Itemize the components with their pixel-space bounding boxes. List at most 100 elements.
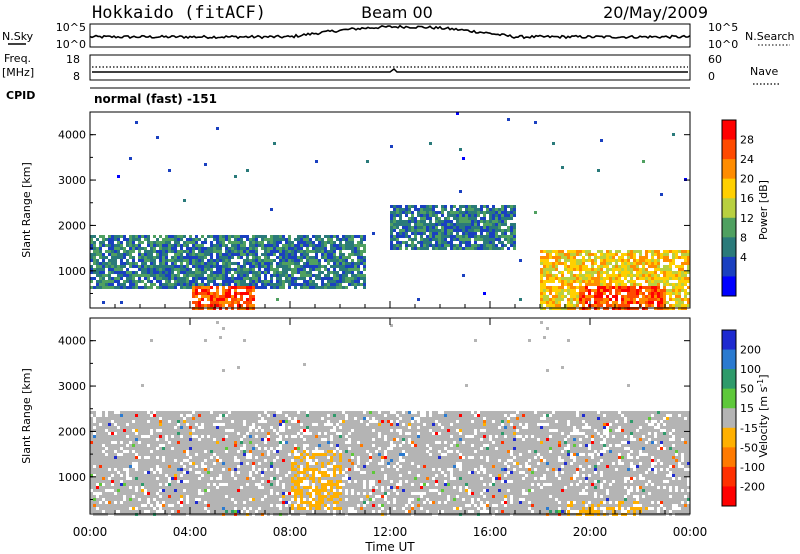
heatmap-cell bbox=[252, 510, 255, 513]
heatmap-cell bbox=[156, 253, 159, 256]
heatmap-cell bbox=[285, 486, 288, 489]
heatmap-cell bbox=[576, 280, 579, 283]
heatmap-cell bbox=[663, 301, 666, 304]
heatmap-cell bbox=[663, 250, 666, 253]
heatmap-cell bbox=[162, 259, 165, 262]
heatmap-cell bbox=[222, 411, 225, 414]
heatmap-cell bbox=[111, 438, 114, 441]
heatmap-cell bbox=[186, 504, 189, 507]
heatmap-cell bbox=[174, 441, 177, 444]
heatmap-cell bbox=[228, 253, 231, 256]
heatmap-cell bbox=[90, 423, 93, 426]
heatmap-cell bbox=[183, 259, 186, 262]
heatmap-cell bbox=[240, 420, 243, 423]
heatmap-cell bbox=[186, 283, 189, 286]
heatmap-cell bbox=[333, 244, 336, 247]
heatmap-cell bbox=[225, 453, 228, 456]
heatmap-cell bbox=[168, 429, 171, 432]
heatmap-cell bbox=[222, 295, 225, 298]
heatmap-cell bbox=[120, 486, 123, 489]
y-tick-label: 4000 bbox=[58, 129, 86, 142]
heatmap-cell bbox=[498, 223, 501, 226]
heatmap-cell bbox=[132, 280, 135, 283]
heatmap-cell bbox=[264, 265, 267, 268]
heatmap-cell bbox=[216, 420, 219, 423]
heatmap-cell bbox=[213, 447, 216, 450]
heatmap-cell bbox=[315, 238, 318, 241]
heatmap-cell bbox=[288, 259, 291, 262]
heatmap-cell bbox=[258, 268, 261, 271]
heatmap-cell bbox=[285, 477, 288, 480]
heatmap-cell bbox=[549, 301, 552, 304]
heatmap-cell bbox=[114, 259, 117, 262]
heatmap-cell bbox=[192, 504, 195, 507]
heatmap-cell bbox=[603, 298, 606, 301]
heatmap-cell bbox=[252, 474, 255, 477]
heatmap-cell bbox=[597, 283, 600, 286]
heatmap-cell bbox=[552, 262, 555, 265]
heatmap-cell bbox=[408, 244, 411, 247]
heatmap-cell bbox=[492, 235, 495, 238]
heatmap-cell bbox=[234, 235, 237, 238]
heatmap-cell bbox=[357, 283, 360, 286]
heatmap-cell bbox=[507, 247, 510, 250]
heatmap-cell bbox=[540, 256, 543, 259]
heatmap-cell bbox=[276, 507, 279, 510]
freq-strip-frame bbox=[89, 54, 691, 81]
heatmap-cell bbox=[201, 510, 204, 513]
heatmap-cell bbox=[144, 477, 147, 480]
heatmap-cell bbox=[420, 226, 423, 229]
heatmap-cell bbox=[129, 157, 132, 160]
heatmap-cell bbox=[657, 286, 660, 289]
heatmap-cell bbox=[228, 247, 231, 250]
heatmap-cell bbox=[450, 226, 453, 229]
heatmap-cell bbox=[657, 250, 660, 253]
heatmap-cell bbox=[312, 244, 315, 247]
heatmap-cell bbox=[420, 214, 423, 217]
heatmap-cell bbox=[105, 471, 108, 474]
heatmap-cell bbox=[240, 435, 243, 438]
heatmap-cell bbox=[288, 235, 291, 238]
heatmap-cell bbox=[249, 504, 252, 507]
heatmap-cell bbox=[660, 292, 663, 295]
heatmap-cell bbox=[108, 253, 111, 256]
heatmap-cell bbox=[120, 262, 123, 265]
heatmap-cell bbox=[456, 235, 459, 238]
heatmap-cell bbox=[93, 423, 96, 426]
heatmap-cell bbox=[552, 280, 555, 283]
heatmap-cell bbox=[483, 238, 486, 241]
heatmap-cell bbox=[330, 256, 333, 259]
heatmap-cell bbox=[657, 304, 660, 307]
heatmap-cell bbox=[498, 238, 501, 241]
heatmap-cell bbox=[222, 327, 225, 330]
heatmap-cell bbox=[189, 486, 192, 489]
nsearch-tick-top: 10^5 bbox=[708, 21, 738, 34]
heatmap-cell bbox=[99, 420, 102, 423]
heatmap-cell bbox=[258, 489, 261, 492]
heatmap-cell bbox=[189, 495, 192, 498]
heatmap-cell bbox=[135, 271, 138, 274]
heatmap-cell bbox=[276, 423, 279, 426]
heatmap-cell bbox=[309, 250, 312, 253]
heatmap-cell bbox=[645, 262, 648, 265]
heatmap-cell bbox=[258, 495, 261, 498]
heatmap-cell bbox=[303, 274, 306, 277]
heatmap-cell bbox=[447, 229, 450, 232]
heatmap-cell bbox=[228, 259, 231, 262]
heatmap-cell bbox=[210, 414, 213, 417]
heatmap-cell bbox=[624, 277, 627, 280]
heatmap-cell bbox=[219, 253, 222, 256]
heatmap-cell bbox=[402, 229, 405, 232]
heatmap-cell bbox=[195, 247, 198, 250]
heatmap-cell bbox=[90, 411, 93, 414]
heatmap-cell bbox=[171, 411, 174, 414]
heatmap-cell bbox=[174, 423, 177, 426]
heatmap-cell bbox=[288, 441, 291, 444]
heatmap-cell bbox=[573, 292, 576, 295]
heatmap-cell bbox=[156, 250, 159, 253]
heatmap-cell bbox=[567, 292, 570, 295]
heatmap-cell bbox=[183, 504, 186, 507]
heatmap-cell bbox=[162, 268, 165, 271]
heatmap-cell bbox=[198, 432, 201, 435]
heatmap-cell bbox=[279, 238, 282, 241]
